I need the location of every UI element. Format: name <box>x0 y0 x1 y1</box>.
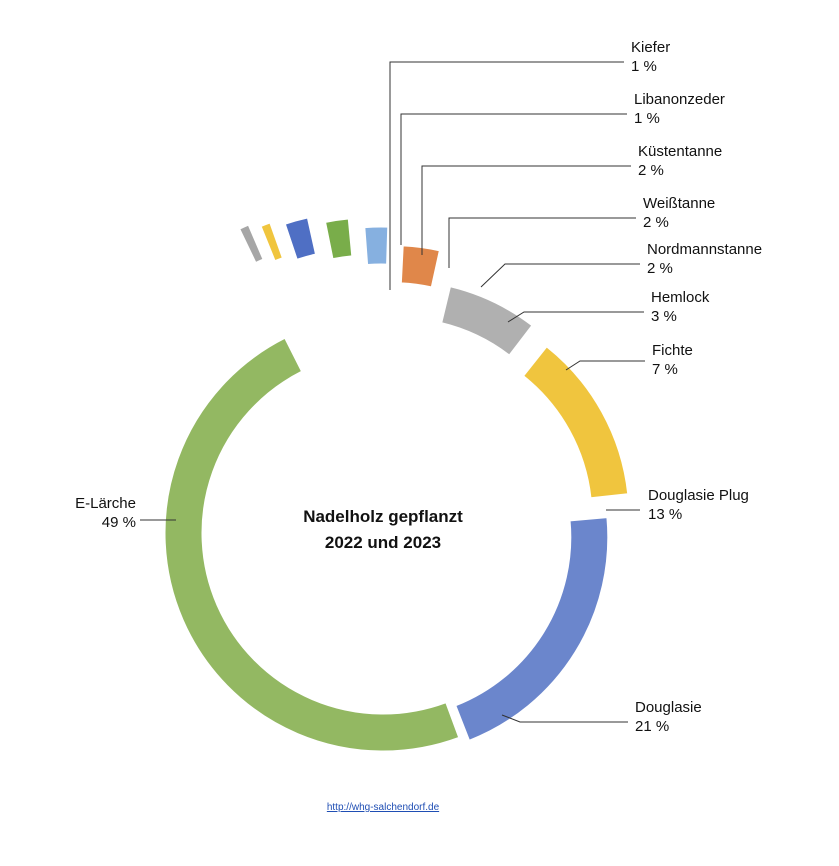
slice-weißtanne <box>325 218 353 260</box>
slice-value-label: 1 % <box>631 58 657 75</box>
leader-lines <box>140 61 645 723</box>
slice-value-label: 13 % <box>648 506 682 523</box>
leader-line <box>565 360 645 371</box>
slice-küstentanne <box>284 217 317 260</box>
leader-line <box>389 61 624 290</box>
slice-label: E-Lärche <box>75 495 136 512</box>
slice-label: Fichte <box>652 342 693 359</box>
slice-kiefer <box>239 224 264 264</box>
slice-label: Nordmannstanne <box>647 241 762 258</box>
source-link[interactable]: http://whg-salchendorf.de <box>326 802 440 813</box>
slice-labels: Fichte 7 % Douglasie Plug 13 % Douglasie 21 %… <box>75 39 762 735</box>
donut-slices <box>164 217 629 752</box>
slice-label: Weißtanne <box>643 195 715 212</box>
slice-value-label: 49 % <box>102 514 136 531</box>
slice-label: Libanonzeder <box>634 91 725 108</box>
leader-line <box>448 217 636 268</box>
chart-subtitle: 2022 und 2023 <box>325 533 441 552</box>
slice-value-label: 2 % <box>643 214 669 231</box>
leader-line <box>480 263 640 288</box>
leader-line <box>421 165 631 255</box>
slice-value-label: 1 % <box>634 110 660 127</box>
slice-nordmannstanne <box>364 226 389 266</box>
chart-title: Nadelholz gepflanzt <box>303 507 463 526</box>
slice-label: Kiefer <box>631 39 670 56</box>
leader-line <box>400 113 627 245</box>
slice-label: Hemlock <box>651 289 710 306</box>
leader-line <box>507 311 644 323</box>
slice-douglasie-plug <box>522 346 629 499</box>
slice-fichte <box>441 286 533 356</box>
slice-libanonzeder <box>260 222 283 262</box>
slice-value-label: 2 % <box>647 260 673 277</box>
slice-value-label: 7 % <box>652 361 678 378</box>
slice-label: Douglasie Plug <box>648 487 749 504</box>
slice-label: Douglasie <box>635 699 702 716</box>
slice-label: Küstentanne <box>638 143 722 160</box>
slice-e-lärche <box>164 337 460 752</box>
slice-hemlock <box>400 245 440 288</box>
slice-douglasie <box>455 517 609 741</box>
slice-value-label: 21 % <box>635 718 669 735</box>
leader-line <box>501 714 628 723</box>
slice-value-label: 3 % <box>651 308 677 325</box>
slice-value-label: 2 % <box>638 162 664 179</box>
